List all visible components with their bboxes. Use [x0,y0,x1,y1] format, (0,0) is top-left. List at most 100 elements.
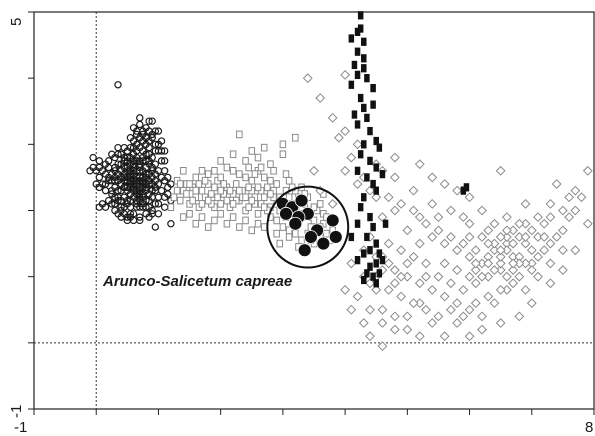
data-point-open-diamond [464,251,475,262]
data-point-open-circle [95,173,104,182]
data-point-filled-circle [294,193,309,208]
data-point-open-diamond [570,205,581,216]
data-point-filled-square [382,219,389,228]
data-point-open-diamond [464,232,475,242]
data-point-open-diamond [508,265,519,275]
data-point-open-square [217,186,224,195]
data-point-open-diamond [365,278,375,289]
data-point-open-circle [160,147,169,155]
data-point-open-circle [160,177,169,185]
data-point-open-diamond [495,232,506,242]
data-point-open-diamond [489,218,500,229]
data-point-open-diamond [377,341,388,352]
y-tick-label-max: 5 [8,18,25,26]
annotation-label: Arunco-Salicetum capreae [102,273,292,290]
data-point-filled-square [351,60,358,70]
data-point-open-square [170,193,178,202]
data-point-open-square [316,200,324,208]
data-point-open-diamond [427,172,438,183]
data-point-filled-square [370,179,376,189]
data-point-open-circle [145,157,153,165]
data-point-open-diamond [477,324,487,335]
data-point-open-square [260,193,268,202]
data-point-open-diamond [333,132,344,143]
data-point-filled-square [370,100,376,109]
data-point-open-circle [145,137,153,145]
data-point-open-square [223,196,231,205]
data-point-open-square [310,203,318,211]
series-layer [86,11,593,352]
data-point-open-diamond [340,69,351,80]
data-point-open-diamond [452,298,463,309]
data-point-open-diamond [520,284,531,295]
data-point-open-diamond [533,251,543,262]
data-point-filled-circle [279,206,293,221]
data-point-open-circle [126,213,135,221]
data-point-open-diamond [433,225,444,236]
data-point-open-diamond [495,251,506,262]
data-point-open-square [186,210,193,218]
data-point-open-diamond [477,271,487,282]
data-point-filled-square [361,54,367,63]
data-point-open-circle [117,206,125,215]
data-point-filled-square [357,24,364,33]
data-point-open-square [229,150,237,159]
data-point-open-diamond [396,245,407,256]
data-point-open-square [267,176,274,185]
data-point-open-square [248,196,256,205]
data-point-open-square [180,213,187,221]
data-point-open-circle [154,140,163,149]
y-tick-label-min: -1 [8,405,25,418]
data-point-open-diamond [533,212,543,223]
data-point-open-square [232,180,240,188]
data-point-open-diamond [464,271,475,282]
data-point-open-square [201,176,209,185]
data-point-open-diamond [477,232,487,242]
data-point-open-square [236,130,243,139]
data-point-open-diamond [470,245,481,256]
data-point-open-diamond [414,278,425,289]
data-point-filled-square [354,120,361,129]
data-point-open-diamond [396,291,407,302]
data-point-open-square [310,216,318,225]
data-point-open-circle [114,186,122,195]
data-point-open-diamond [402,324,413,335]
data-point-open-circle [139,177,147,185]
data-point-open-diamond [327,198,338,209]
data-point-open-diamond [445,278,456,289]
data-point-filled-square [460,186,467,195]
data-point-open-square [279,150,287,159]
data-point-open-diamond [352,291,363,302]
data-point-open-circle [104,196,113,205]
data-point-open-square [257,163,265,172]
data-point-filled-square [373,279,379,288]
data-point-open-diamond [389,324,400,335]
data-point-filled-square [361,37,367,46]
data-point-open-diamond [427,318,438,328]
data-point-open-diamond [439,258,450,269]
data-point-filled-square [370,222,376,232]
data-point-open-diamond [377,318,388,328]
data-point-filled-square [354,219,361,228]
data-point-filled-circle [303,230,318,244]
data-point-open-square [204,223,212,231]
data-point-open-circle [136,213,144,221]
data-point-open-circle [120,173,128,182]
data-point-open-diamond [576,192,587,203]
data-point-open-circle [157,147,166,155]
data-point-open-diamond [495,318,506,328]
data-point-open-diamond [483,238,494,249]
data-point-filled-square [354,256,361,265]
data-point-open-circle [145,180,153,188]
data-point-open-diamond [427,284,438,295]
data-point-open-square [217,157,224,165]
data-point-open-circle [117,160,125,168]
data-point-open-circle [117,196,125,205]
data-point-open-diamond [346,258,357,269]
data-point-filled-circle [288,216,303,231]
data-point-open-circle [132,130,141,139]
data-point-open-circle [145,213,153,221]
data-point-open-square [217,200,224,208]
data-point-open-square [236,170,243,178]
data-point-open-diamond [489,298,500,309]
